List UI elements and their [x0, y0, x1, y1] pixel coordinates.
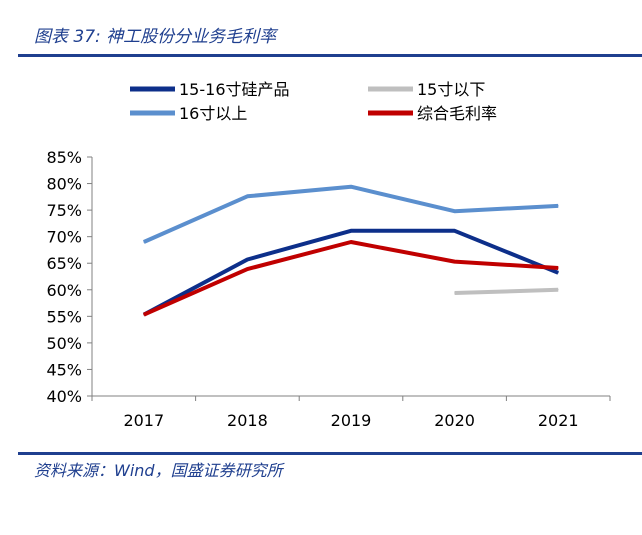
source-note: 资料来源：Wind，国盛证券研究所 [34, 461, 283, 480]
y-tick-label: 65% [46, 254, 82, 273]
data-point [246, 195, 248, 197]
y-tick-label: 40% [46, 387, 82, 406]
y-tick-label: 85% [46, 148, 82, 167]
data-point [454, 292, 456, 294]
data-point [246, 268, 248, 270]
data-point [350, 241, 352, 243]
series-line [142, 240, 559, 317]
figure-title: 图表 37: 神工股份分业务毛利率 [34, 27, 277, 47]
x-tick-label: 2018 [227, 411, 268, 430]
data-point [350, 186, 352, 188]
x-tick-label: 2019 [331, 411, 372, 430]
chart-legend: 15-16寸硅产品 15寸以下 16寸以上 综合毛利率 [130, 80, 497, 123]
data-point [557, 205, 559, 207]
series-line [142, 184, 559, 244]
y-tick-label: 80% [46, 175, 82, 194]
data-point [557, 289, 559, 291]
data-point [454, 261, 456, 263]
y-tick-label: 60% [46, 281, 82, 300]
y-tick-label: 75% [46, 201, 82, 220]
data-point [143, 314, 145, 316]
title-rule [18, 54, 642, 57]
data-point [143, 241, 145, 243]
x-tick-label: 2021 [538, 411, 579, 430]
legend-label: 15寸以下 [417, 80, 485, 99]
data-point [350, 230, 352, 232]
data-point [454, 230, 456, 232]
y-tick-label: 50% [46, 334, 82, 353]
y-tick-label: 45% [46, 360, 82, 379]
legend-label: 16寸以上 [179, 104, 247, 123]
x-tick-label: 2020 [434, 411, 475, 430]
chart-axes: 40% 45% 50% 55% 60% 65% 70% 75% 80% 85% 2017 2018 20… [46, 148, 611, 430]
x-tick-label: 2017 [123, 411, 164, 430]
y-tick-label: 70% [46, 228, 82, 247]
y-tick-label: 55% [46, 307, 82, 326]
legend-label: 15-16寸硅产品 [179, 80, 290, 99]
data-point [246, 259, 248, 261]
source-rule [18, 452, 642, 455]
legend-label: 综合毛利率 [417, 104, 497, 123]
series-line [454, 287, 559, 295]
data-point [454, 210, 456, 212]
data-point [557, 267, 559, 269]
data-point [557, 272, 559, 274]
chart-series [142, 184, 559, 317]
